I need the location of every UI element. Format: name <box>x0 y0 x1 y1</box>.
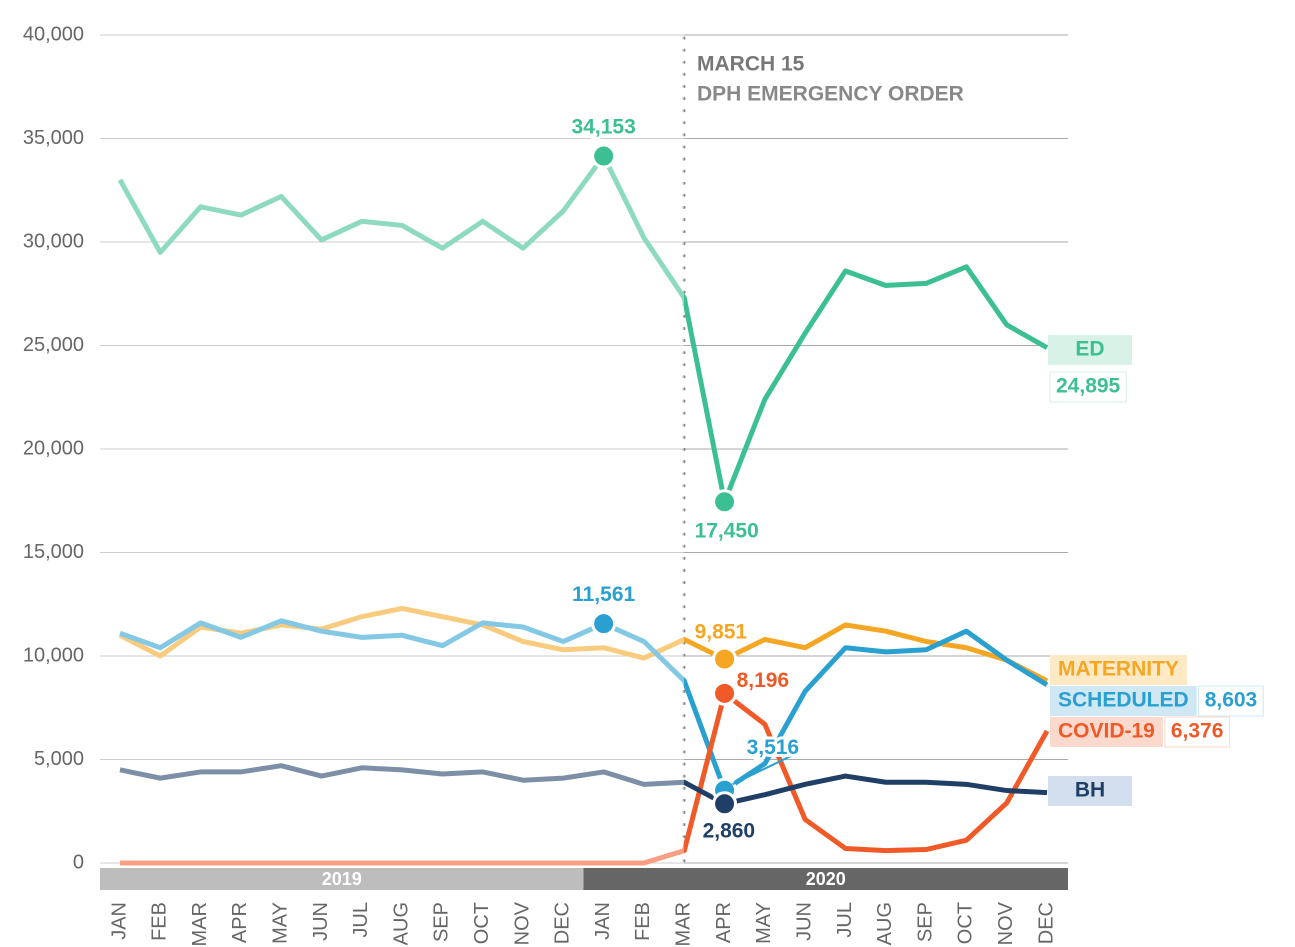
x-tick-label: MAR <box>673 902 695 946</box>
value-label: 8,196 <box>737 669 790 692</box>
legend-box <box>1050 686 1197 716</box>
year-label: 2019 <box>322 869 362 889</box>
event-text: DPH EMERGENCY ORDER <box>697 83 964 106</box>
x-tick-label: JUN <box>793 902 815 941</box>
x-tick-label: DEC <box>1035 902 1057 944</box>
x-tick-label: JUN <box>310 902 332 941</box>
x-tick-label: FEB <box>632 902 654 941</box>
legend-box <box>1050 655 1187 685</box>
x-tick-label: APR <box>229 902 251 943</box>
value-label: 9,851 <box>695 621 748 644</box>
event-title: MARCH 15 <box>697 53 805 76</box>
value-label: 11,561 <box>572 583 635 606</box>
x-tick-label: MAR <box>189 902 211 946</box>
x-tick-label: JAN <box>108 902 130 940</box>
y-tick-label: 25,000 <box>23 334 84 356</box>
x-tick-label: AUG <box>874 902 896 945</box>
y-tick-label: 10,000 <box>23 644 84 666</box>
series-name: MATERNITY <box>1058 658 1179 681</box>
highlight-point <box>712 646 738 672</box>
x-tick-label: SEP <box>431 902 453 942</box>
x-tick-label: SEP <box>914 902 936 942</box>
value-label: 3,516 <box>747 736 800 759</box>
legend-box <box>1048 776 1132 806</box>
value-box <box>1198 685 1264 717</box>
fade <box>100 0 684 866</box>
legend-box <box>1050 717 1163 747</box>
y-tick-label: 35,000 <box>23 127 84 149</box>
grid <box>100 34 1068 864</box>
x-tick-label: JUL <box>834 902 856 938</box>
y-tick-label: 5,000 <box>34 748 84 770</box>
year-band <box>100 868 584 890</box>
series-line <box>119 618 1049 793</box>
series-name: ED <box>1075 338 1104 361</box>
y-tick-label: 20,000 <box>23 437 84 459</box>
series-name: SCHEDULED <box>1058 689 1189 712</box>
x-tick-label: DEC <box>552 902 574 944</box>
year-label: 2020 <box>806 869 846 889</box>
value-box <box>1049 371 1127 403</box>
series-name: BH <box>1075 779 1105 802</box>
series-line <box>119 763 1048 807</box>
x-tick-label: JAN <box>592 902 614 940</box>
highlight-point <box>591 143 617 169</box>
highlight-point <box>591 611 617 637</box>
y-tick-label: 0 <box>73 851 84 873</box>
end-value-label: 8,603 <box>1205 689 1258 712</box>
x-tick-label: MAY <box>753 902 775 944</box>
x-tick-label: OCT <box>471 902 493 944</box>
y-tick-label: 40,000 <box>23 23 84 45</box>
x-tick-label: APR <box>713 902 735 943</box>
x-tick-label: AUG <box>390 902 412 945</box>
end-value-label: 24,895 <box>1056 375 1121 398</box>
leader <box>732 753 796 786</box>
x-tick-label: FEB <box>149 902 171 941</box>
value-label: 34,153 <box>572 116 636 139</box>
lines <box>117 153 1050 866</box>
y-tick-label: 30,000 <box>23 230 84 252</box>
x-tick-label: NOV <box>511 901 533 945</box>
x-tick-label: MAY <box>269 902 291 944</box>
series-line <box>117 153 1049 505</box>
highlight-point <box>712 489 738 515</box>
value-box <box>1164 716 1230 748</box>
series-line <box>120 690 1050 866</box>
value-label: 17,450 <box>695 519 759 542</box>
series-name: COVID-19 <box>1058 720 1155 743</box>
x-tick-label: JUL <box>350 902 372 938</box>
highlight-point <box>712 791 738 817</box>
legend-box <box>1048 335 1132 365</box>
x-tick-label: NOV <box>995 901 1017 945</box>
highlight-point <box>712 680 738 706</box>
value-label: 2,860 <box>703 819 756 842</box>
x-tick-label: OCT <box>955 902 977 944</box>
year-band <box>583 868 1068 890</box>
end-value-label: 6,376 <box>1171 720 1224 743</box>
series-line <box>118 605 1049 684</box>
y-tick-label: 15,000 <box>23 541 84 563</box>
